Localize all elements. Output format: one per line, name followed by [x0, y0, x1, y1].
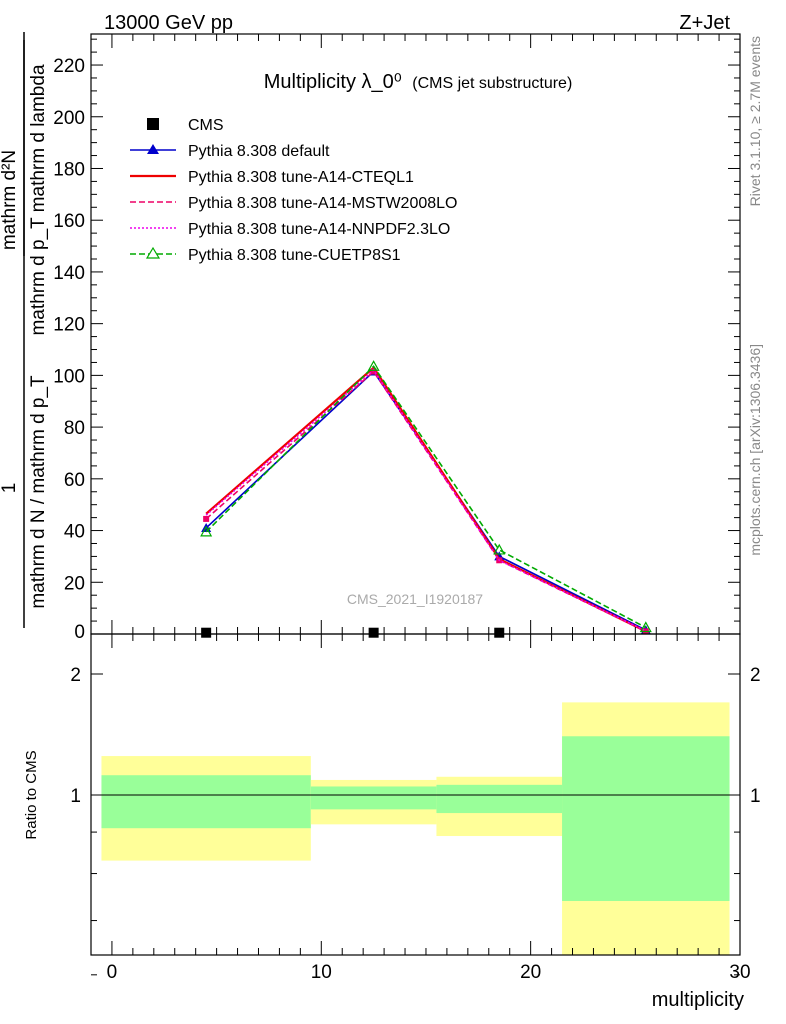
rivet-label: Rivet 3.1.10, ≥ 2.7M events	[747, 36, 763, 206]
analysis-watermark: CMS_2021_I1920187	[347, 591, 483, 607]
x-tick-label-0: 0	[107, 962, 118, 983]
y-label-d2n: mathrm d²N	[0, 150, 20, 250]
legend-item-3: Pythia 8.308 tune-A14-NNPDF2.3LO	[130, 221, 450, 238]
series-layer	[200, 360, 652, 635]
axis-ticks: 20406080100120140160180200220001020300.5…	[53, 34, 761, 983]
ratio-tick-label-right-1: 1	[750, 786, 761, 807]
ratio-y-label: Ratio to CMS	[23, 750, 40, 839]
ratio-band-green-0	[101, 775, 311, 829]
series-line-4	[205, 365, 647, 629]
series-line-2	[205, 370, 647, 633]
ratio-tick-label-left-2: 2	[70, 665, 81, 686]
y-tick-label-20: 20	[64, 573, 85, 594]
legend-label-1: Pythia 8.308 tune-A14-CTEQL1	[188, 169, 414, 186]
legend: CMS Pythia 8.308 default Pythia 8.308 tune…	[130, 117, 457, 264]
legend-item-4: Pythia 8.308 tune-CUETP8S1	[130, 246, 401, 264]
legend-marker-4	[145, 246, 161, 259]
y-tick-label-40: 40	[64, 522, 85, 543]
ratio-bands	[101, 702, 730, 955]
cms-point-1	[368, 627, 379, 638]
series-4	[200, 360, 652, 633]
y-label-denominator: mathrm d p_T mathrm d lambda	[28, 64, 49, 335]
x-tick-label-30: 30	[729, 962, 750, 983]
chart-title-sub: (CMS jet substructure)	[412, 75, 572, 92]
legend-label-0: Pythia 8.308 default	[188, 143, 330, 160]
series-point-4-1	[367, 360, 380, 371]
legend-label-3: Pythia 8.308 tune-A14-NNPDF2.3LO	[188, 221, 450, 238]
legend-item-1: Pythia 8.308 tune-A14-CTEQL1	[130, 169, 414, 186]
y-axis-label: mathrm d²N mathrm d p_T mathrm d lambda …	[0, 32, 49, 628]
y-tick-label-60: 60	[64, 470, 85, 491]
legend-item-cms: CMS	[147, 117, 224, 134]
legend-label-cms: CMS	[188, 117, 224, 134]
y-label-one: 1	[0, 483, 20, 494]
x-tick-label-20: 20	[520, 962, 541, 983]
y-tick-label-200: 200	[53, 108, 85, 129]
x-axis-label: multiplicity	[652, 989, 744, 1011]
chart-title-main: Multiplicity λ_0⁰	[264, 71, 402, 93]
legend-marker-0	[147, 144, 159, 154]
y-tick-label-160: 160	[53, 211, 85, 232]
series-point-4-2	[493, 543, 506, 555]
y-tick-label-140: 140	[53, 263, 85, 284]
legend-item-2: Pythia 8.308 tune-A14-MSTW2008LO	[130, 195, 457, 212]
cms-point-2	[494, 627, 505, 638]
cms-point-0	[201, 627, 212, 638]
chart-title: Multiplicity λ_0⁰ (CMS jet substructure)	[264, 71, 573, 93]
y-tick-label-120: 120	[53, 315, 85, 336]
series-point-4-0	[200, 525, 213, 537]
y-tick-label-80: 80	[64, 418, 85, 439]
legend-label-2: Pythia 8.308 tune-A14-MSTW2008LO	[188, 195, 457, 212]
y-tick-label-100: 100	[53, 366, 85, 387]
legend-label-4: Pythia 8.308 tune-CUETP8S1	[188, 247, 401, 264]
series-point-2-0	[203, 515, 210, 522]
header-process: 13000 GeV pp	[104, 12, 233, 34]
header-channel: Z+Jet	[679, 12, 730, 34]
series-point-4-3	[639, 621, 652, 633]
legend-item-0: Pythia 8.308 default	[130, 143, 330, 160]
mcplots-label: mcplots.cern.ch [arXiv:1306.3436]	[747, 344, 763, 556]
y-tick-label-220: 220	[53, 56, 85, 77]
legend-marker-cms	[147, 118, 159, 130]
y-label-dn-dpt: mathrm d N / mathrm d p_T	[28, 375, 49, 609]
ratio-band-green-1	[310, 786, 437, 810]
x-tick-label-10: 10	[311, 962, 332, 983]
series-point-2-1	[370, 368, 377, 375]
cms-data-layer	[201, 627, 505, 638]
ratio-tick-label-right-2: 2	[750, 665, 761, 686]
y-tick-label-180: 180	[53, 159, 85, 180]
y-tick-label-0: 0	[74, 622, 85, 643]
ratio-band-green-2	[436, 784, 563, 814]
ratio-tick-label-left-1: 1	[70, 786, 81, 807]
ratio-band-green-3	[562, 736, 730, 901]
